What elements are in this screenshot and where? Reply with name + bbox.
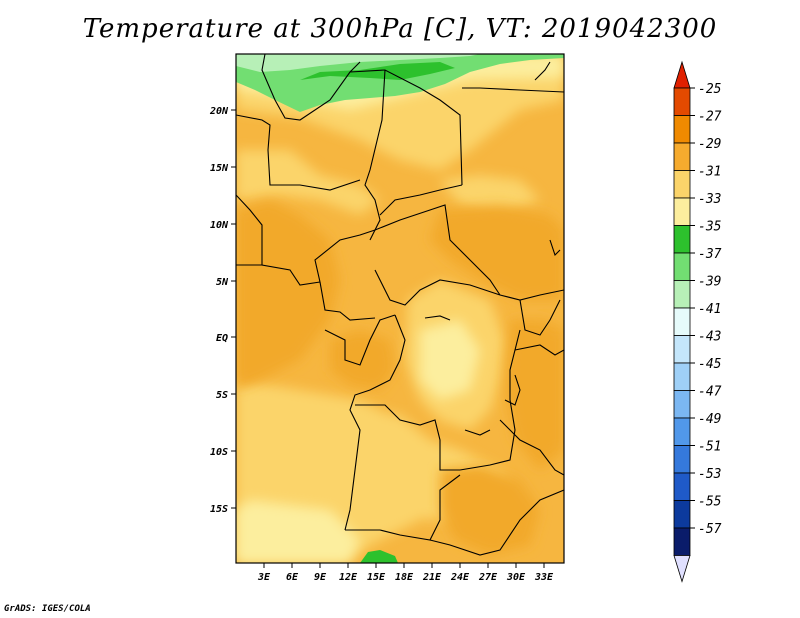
temperature-field: [236, 54, 564, 563]
colorbar-swatch: [673, 390, 691, 419]
colorbar-swatch: [673, 225, 691, 254]
colorbar-label: -27: [698, 110, 722, 125]
colorbar-swatch: [673, 417, 691, 446]
lat-tick-label: 5N: [216, 277, 229, 288]
colorbar-swatch: [673, 445, 691, 474]
latitude-axis: 20N 15N 10N 5N EQ 5S 10S 15S: [209, 106, 236, 515]
colorbar-label: -49: [698, 412, 721, 427]
colorbar-swatch: [673, 472, 691, 501]
map-title: Temperature at 300hPa [C], VT: 201904230…: [82, 14, 718, 44]
lat-tick-label: 20N: [209, 106, 229, 117]
borders: [236, 54, 564, 556]
colorbar-swatch: [673, 142, 691, 171]
colorbar: -25 -27 -29 -31 -33 -35 -37 -39 -41 -43 -45 -47 -49 -…: [673, 60, 722, 583]
lon-tick-label: 30E: [506, 572, 526, 583]
lon-tick-label: 12E: [339, 572, 358, 583]
colorbar-swatch: [673, 115, 691, 144]
longitude-axis: 3E 6E 9E 12E 15E 18E 21E 24E 27E 30E 33E: [257, 563, 554, 583]
colorbar-label: -33: [698, 192, 721, 207]
colorbar-label: -29: [698, 137, 721, 152]
lon-tick-label: 27E: [478, 572, 498, 583]
colorbar-top-arrow: [673, 60, 691, 89]
lon-tick-label: 6E: [286, 572, 299, 583]
colorbar-swatch: [673, 197, 691, 226]
colorbar-label: -41: [698, 302, 721, 317]
lon-tick-label: 21E: [422, 572, 442, 583]
colorbar-swatch: [673, 500, 691, 529]
colorbar-swatch: [673, 87, 691, 116]
lat-tick-label: 10N: [210, 220, 229, 231]
colorbar-bottom-arrow: [673, 555, 691, 583]
lat-tick-label: 10S: [210, 447, 228, 458]
colorbar-swatch: [673, 170, 691, 199]
colorbar-swatch: [673, 527, 691, 556]
colorbar-label: -39: [698, 275, 721, 290]
colorbar-swatch: [673, 307, 691, 336]
colorbar-label: -53: [698, 467, 721, 482]
lon-tick-label: 33E: [534, 572, 554, 583]
colorbar-label: -35: [698, 220, 722, 235]
lat-tick-label: 15S: [210, 504, 228, 515]
colorbar-label: -25: [698, 82, 722, 97]
colorbar-label: -51: [698, 440, 721, 455]
lon-tick-label: 15E: [367, 572, 386, 583]
colorbar-label: -55: [698, 495, 722, 510]
lat-tick-label: EQ: [216, 333, 228, 344]
colorbar-label: -31: [698, 165, 721, 180]
lon-tick-label: 3E: [257, 572, 271, 583]
lon-tick-label: 18E: [395, 572, 414, 583]
colorbar-swatch: [673, 335, 691, 364]
colorbar-label: -57: [698, 522, 722, 537]
lon-tick-label: 9E: [314, 572, 327, 583]
colorbar-swatch: [673, 252, 691, 281]
lat-tick-label: 15N: [210, 163, 229, 174]
colorbar-swatch: [673, 362, 691, 391]
colorbar-label: -37: [698, 247, 722, 262]
colorbar-label: -47: [698, 385, 722, 400]
colorbar-label: -45: [698, 357, 722, 372]
lat-tick-label: 5S: [216, 390, 228, 401]
colorbar-label: -43: [698, 330, 721, 345]
grads-credit: GrADS: IGES/COLA: [4, 604, 91, 614]
lon-tick-label: 24E: [450, 572, 470, 583]
map-frame: [235, 53, 565, 564]
colorbar-swatch: [673, 280, 691, 309]
